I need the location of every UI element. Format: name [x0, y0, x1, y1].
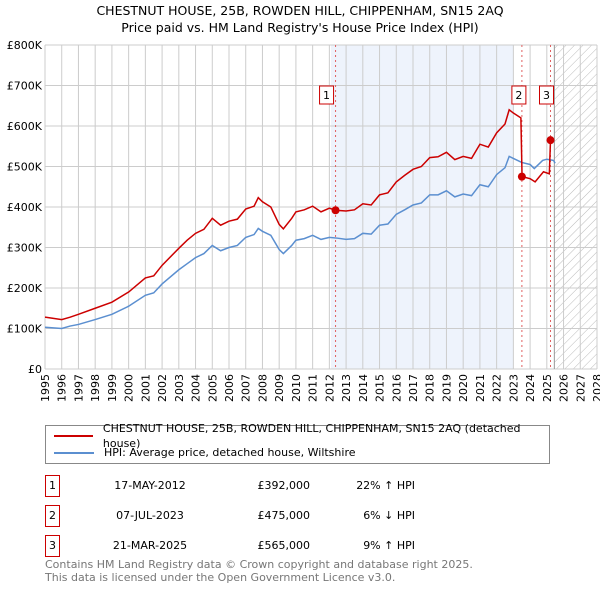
x-tick-label: 2000 [123, 374, 136, 402]
x-tick-label: 2003 [173, 374, 186, 402]
x-tick-label: 2018 [424, 374, 437, 402]
sale-label: 3 [543, 89, 550, 102]
y-tick-label: £300K [7, 242, 43, 255]
sale-label-box [511, 85, 527, 105]
x-tick-label: 2005 [206, 374, 219, 402]
sale-label-box [319, 85, 335, 105]
sale-price: £565,000 [257, 539, 311, 552]
sale-number: 3 [45, 535, 60, 557]
x-tick-label: 2008 [256, 374, 269, 402]
sale-hpi-diff: 6% ↓ HPI [363, 509, 415, 522]
y-tick-label: £0 [28, 363, 42, 376]
x-tick-label: 1995 [39, 374, 52, 402]
x-tick-label: 2010 [290, 374, 303, 402]
chart-title: CHESTNUT HOUSE, 25B, ROWDEN HILL, CHIPPE… [96, 3, 504, 18]
footer-line-1: Contains HM Land Registry data © Crown c… [45, 558, 473, 571]
legend-property: CHESTNUT HOUSE, 25B, ROWDEN HILL, CHIPPE… [102, 421, 521, 450]
sale-label: 1 [323, 89, 330, 102]
sale-number: 2 [45, 505, 60, 527]
legend-blue-swatch [54, 451, 94, 454]
x-tick-label: 2002 [156, 374, 169, 402]
x-tick-label: 2004 [190, 374, 203, 402]
legend-hpi: HPI: Average price, detached house, Wilt… [104, 446, 356, 459]
sale-point [331, 206, 340, 215]
y-tick-label: £600K [7, 120, 43, 133]
x-tick-label: 2020 [457, 374, 470, 402]
y-tick-label: £200K [7, 282, 43, 295]
sale-row: 3 21-MAR-2025 £565,000 9% ↑ HPI [45, 535, 545, 557]
x-tick-label: 2014 [357, 374, 370, 402]
sale-point [517, 172, 526, 181]
x-tick-label: 1996 [56, 374, 69, 402]
x-tick-label: 2026 [558, 374, 571, 402]
sale-number: 1 [45, 475, 60, 497]
footer-line-2: This data is licensed under the Open Gov… [45, 571, 396, 584]
x-tick-label: 2022 [491, 374, 504, 402]
y-tick-label: £400K [7, 201, 43, 214]
sale-label-box [538, 85, 554, 105]
x-tick-label: 2023 [507, 374, 520, 402]
x-tick-label: 2006 [223, 374, 236, 402]
x-tick-label: 1998 [89, 374, 102, 402]
x-tick-label: 2007 [240, 374, 253, 402]
x-tick-label: 2021 [474, 374, 487, 402]
sale-point [546, 136, 555, 145]
sale-hpi-diff: 9% ↑ HPI [363, 539, 415, 552]
property-price-line [44, 108, 552, 321]
legend: CHESTNUT HOUSE, 25B, ROWDEN HILL, CHIPPE… [45, 422, 550, 464]
x-tick-label: 2025 [541, 374, 554, 402]
sale-price: £392,000 [257, 479, 311, 492]
hpi-line [44, 155, 556, 330]
sale-date: 17-MAY-2012 [114, 479, 186, 492]
x-tick-label: 2016 [390, 374, 403, 402]
x-tick-label: 2017 [407, 374, 420, 402]
x-tick-label: 2011 [307, 374, 320, 402]
x-tick-label: 2027 [574, 374, 587, 402]
x-tick-label: 2001 [139, 374, 152, 402]
x-tick-label: 2028 [591, 374, 600, 402]
sale-row: 1 17-MAY-2012 £392,000 22% ↑ HPI [45, 475, 545, 497]
chart-subtitle: Price paid vs. HM Land Registry's House … [121, 20, 479, 35]
y-tick-label: £100K [7, 323, 43, 336]
y-tick-label: £800K [7, 39, 43, 52]
sale-hpi-diff: 22% ↑ HPI [356, 479, 415, 492]
y-tick-label: £700K [7, 80, 43, 93]
sale-price: £475,000 [257, 509, 311, 522]
x-tick-label: 2015 [374, 374, 387, 402]
x-tick-label: 1999 [106, 374, 119, 402]
sale-row: 2 07-JUL-2023 £475,000 6% ↓ HPI [45, 505, 545, 527]
x-tick-label: 2009 [273, 374, 286, 402]
x-tick-label: 2024 [524, 374, 537, 402]
x-tick-label: 1997 [72, 374, 85, 402]
x-tick-label: 2019 [440, 374, 453, 402]
sale-date: 07-JUL-2023 [116, 509, 184, 522]
legend-red-swatch [54, 434, 93, 437]
y-tick-label: £500K [7, 161, 43, 174]
sale-date: 21-MAR-2025 [112, 539, 188, 552]
x-tick-label: 2013 [340, 374, 353, 402]
x-tick-label: 2012 [323, 374, 336, 402]
sale-label: 2 [515, 89, 522, 102]
price-chart: 1995 1996 1997 1998 1999 2000 2001 2002 2003 2004… [7, 39, 600, 402]
